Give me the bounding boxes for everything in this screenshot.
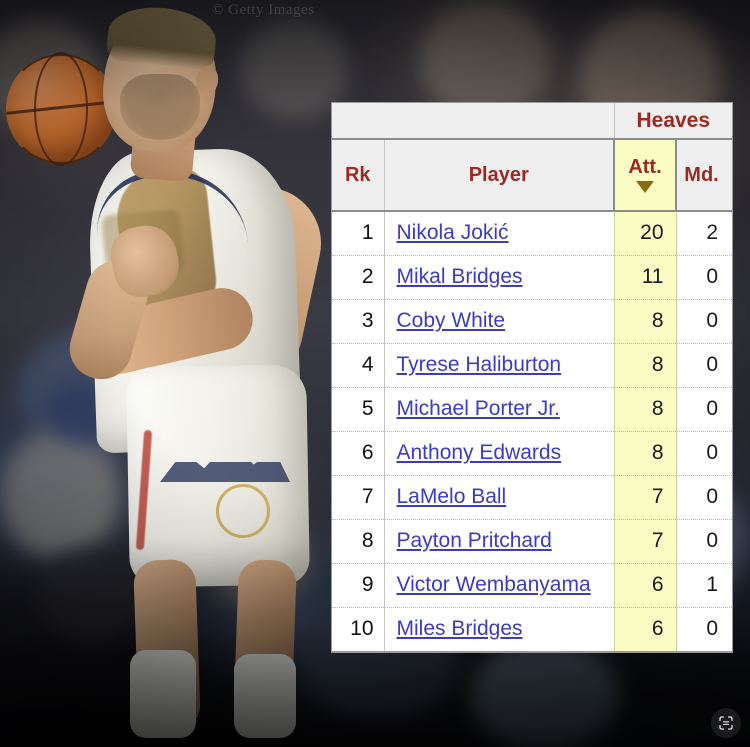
player-beard [120,74,200,140]
cell-player: Coby White [383,298,614,343]
cell-player: Miles Bridges [383,606,614,652]
crowd-blur [0,430,120,560]
column-header-md[interactable]: Md. [676,139,732,212]
crowd-blur [420,0,550,120]
table-row: 4 Tyrese Haliburton 8 0 [332,342,732,387]
cell-heaves-md: 0 [676,430,732,475]
cell-heaves-att: 8 [613,386,677,431]
heaves-leaderboard-table: Heaves Rk Player Att. Md. 1 Nikola Jokić 2… [332,103,732,652]
column-header-rk[interactable]: Rk [332,139,384,212]
cell-rank: 1 [332,211,384,255]
table-row: 7 LaMelo Ball 7 0 [332,474,732,519]
cell-heaves-md: 0 [676,474,732,519]
cell-player: Victor Wembanyama [383,562,614,607]
group-header-heaves: Heaves [613,103,732,140]
cell-heaves-md: 1 [676,562,732,607]
column-header-att-label: Att. [628,156,662,178]
table-row: 10 Miles Bridges 6 0 [332,606,732,652]
lens-scan-icon [719,716,733,730]
player-link[interactable]: Payton Pritchard [396,529,552,552]
player-link[interactable]: Victor Wembanyama [396,573,591,596]
column-header-att[interactable]: Att. [613,139,677,212]
cell-heaves-att: 7 [613,518,677,563]
sort-descending-icon [636,181,654,193]
cell-rank: 7 [332,474,384,519]
lens-scan-button[interactable] [711,708,741,738]
cell-player: Payton Pritchard [383,518,614,563]
cell-heaves-md: 0 [676,386,732,431]
cell-heaves-md: 0 [676,254,732,299]
player-link[interactable]: Tyrese Haliburton [396,353,562,376]
table-row: 6 Anthony Edwards 8 0 [332,430,732,475]
player-link[interactable]: Miles Bridges [396,617,523,640]
player-link[interactable]: LaMelo Ball [396,485,507,508]
table-row: 8 Payton Pritchard 7 0 [332,518,732,563]
cell-rank: 4 [332,342,384,387]
cell-heaves-md: 0 [676,342,732,387]
cell-heaves-md: 0 [676,518,732,563]
cell-player: Nikola Jokić [383,211,614,255]
cell-rank: 8 [332,518,384,563]
table-row: 2 Mikal Bridges 11 0 [332,254,732,299]
cell-rank: 6 [332,430,384,475]
cell-heaves-att: 11 [613,254,677,299]
table-head: Heaves Rk Player Att. Md. [332,103,732,212]
cell-rank: 2 [332,254,384,299]
player-link[interactable]: Coby White [396,309,506,332]
cell-heaves-att: 6 [613,562,677,607]
table-body: 1 Nikola Jokić 20 2 2 Mikal Bridges 11 0 3 Coby W… [332,211,732,652]
table-row: 1 Nikola Jokić 20 2 [332,211,732,255]
cell-rank: 3 [332,298,384,343]
group-header-blank [332,103,614,140]
table-row: 3 Coby White 8 0 [332,298,732,343]
player-left-sock [130,650,196,738]
table-group-header-row: Heaves [332,103,732,140]
shorts-circle-logo [216,484,270,538]
cell-heaves-att: 20 [613,211,677,255]
cell-rank: 9 [332,562,384,607]
cell-player: Mikal Bridges [383,254,614,299]
table-row: 5 Michael Porter Jr. 8 0 [332,386,732,431]
player-hair [105,2,219,72]
column-header-player[interactable]: Player [383,139,614,212]
table-column-header-row: Rk Player Att. Md. [332,139,732,212]
cell-player: Michael Porter Jr. [383,386,614,431]
cell-rank: 5 [332,386,384,431]
player-right-sock [234,654,296,738]
player-link[interactable]: Anthony Edwards [396,441,562,464]
cell-player: LaMelo Ball [383,474,614,519]
cell-player: Tyrese Haliburton [383,342,614,387]
crowd-blur [470,640,620,747]
table-row: 9 Victor Wembanyama 6 1 [332,562,732,607]
cell-heaves-att: 8 [613,342,677,387]
cell-heaves-md: 0 [676,298,732,343]
photo-watermark: © Getty Images [212,2,315,18]
cell-heaves-att: 6 [613,606,677,652]
cell-heaves-att: 8 [613,430,677,475]
player-link[interactable]: Nikola Jokić [396,221,509,245]
cell-heaves-att: 8 [613,298,677,343]
cell-player: Anthony Edwards [383,430,614,475]
cell-heaves-md: 0 [676,606,732,652]
cell-rank: 10 [332,606,384,652]
cell-heaves-att: 7 [613,474,677,519]
player-link[interactable]: Mikal Bridges [396,265,523,288]
player-link[interactable]: Michael Porter Jr. [396,397,560,420]
cell-heaves-md: 2 [676,211,732,255]
